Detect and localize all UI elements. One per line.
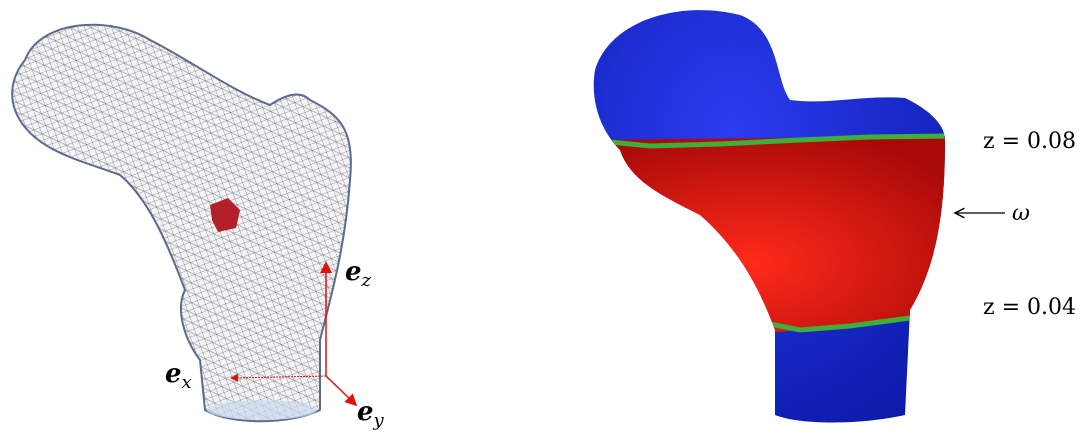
axis-label-z: ez bbox=[345, 257, 372, 291]
red-band bbox=[593, 136, 945, 332]
femur-base bbox=[207, 400, 317, 420]
axis-label-x: ex bbox=[165, 359, 192, 393]
upper-boundary bbox=[593, 133, 945, 149]
axis-label-y: ey bbox=[357, 397, 385, 431]
colored-femur bbox=[593, 10, 945, 423]
lower-label: z = 0.04 bbox=[983, 295, 1076, 320]
axes: ez ex ey bbox=[165, 257, 385, 431]
wireframe-femur bbox=[11, 23, 352, 423]
axis-x bbox=[230, 373, 327, 382]
region-label: ω bbox=[1012, 201, 1030, 226]
axis-y bbox=[325, 375, 358, 407]
femur-mesh bbox=[11, 23, 352, 423]
red-region bbox=[210, 198, 240, 232]
upper-label: z = 0.08 bbox=[983, 129, 1076, 154]
